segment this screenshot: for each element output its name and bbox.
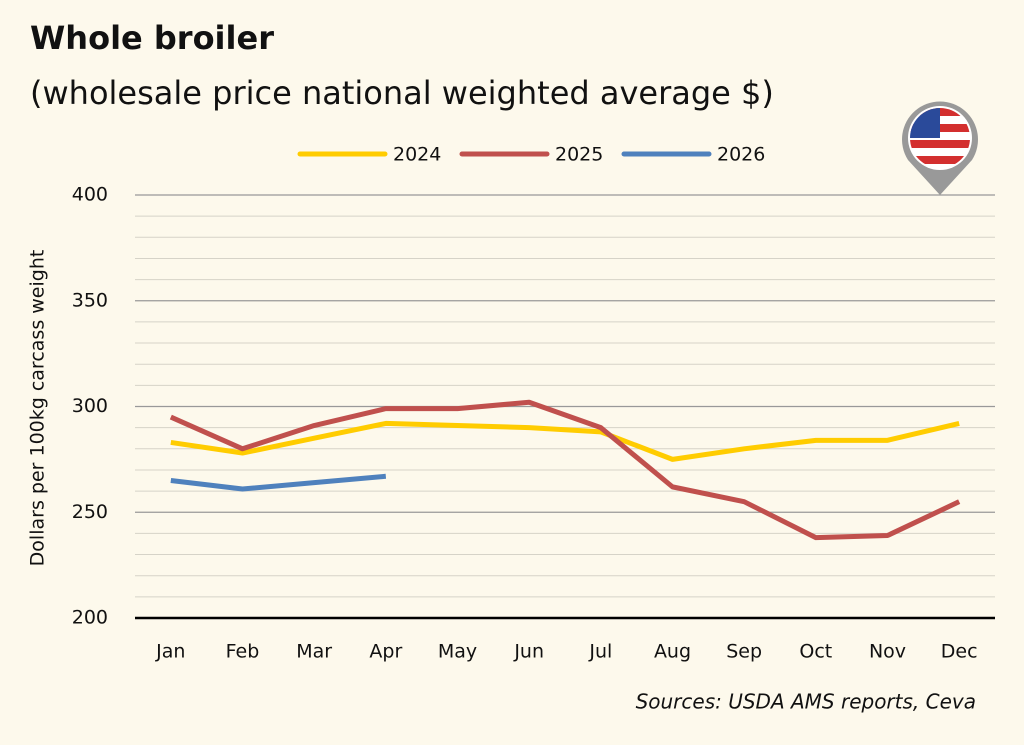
line-series — [170, 420, 960, 462]
x-tick-label: Nov — [869, 641, 906, 663]
source: Sources: USDA AMS reports, Ceva — [636, 690, 976, 714]
x-tick-label: Aug — [654, 641, 691, 663]
legend-label: 2026 — [717, 144, 765, 166]
y-tick-label: 400 — [72, 184, 108, 206]
chart-subtitle: (wholesale price national weighted avera… — [30, 74, 774, 112]
y-tick-label: 300 — [72, 395, 108, 417]
y-axis-label: Dollars per 100kg carcass weight — [27, 250, 49, 567]
legend-label: 2025 — [555, 144, 603, 166]
y-tick-label: 350 — [72, 289, 108, 311]
x-tick-label: Sep — [726, 641, 762, 663]
x-tick-label: Jul — [588, 641, 612, 663]
x-tick-label: Mar — [296, 641, 332, 663]
y-tick-label: 250 — [72, 501, 108, 523]
line-series — [170, 473, 387, 492]
flag-icon — [902, 101, 978, 195]
line-series — [169, 399, 961, 541]
x-tick-label: Feb — [226, 641, 260, 663]
x-tick-label: Oct — [799, 641, 832, 663]
x-tick-label: Jun — [513, 641, 544, 663]
x-tick-label: Dec — [941, 641, 978, 663]
x-tick-label: Jan — [155, 641, 185, 663]
chart-title: Whole broiler — [30, 19, 274, 57]
x-tick-label: May — [438, 641, 477, 663]
x-tick-label: Apr — [369, 641, 402, 663]
legend-label: 2024 — [393, 144, 441, 166]
y-tick-label: 200 — [72, 607, 108, 629]
